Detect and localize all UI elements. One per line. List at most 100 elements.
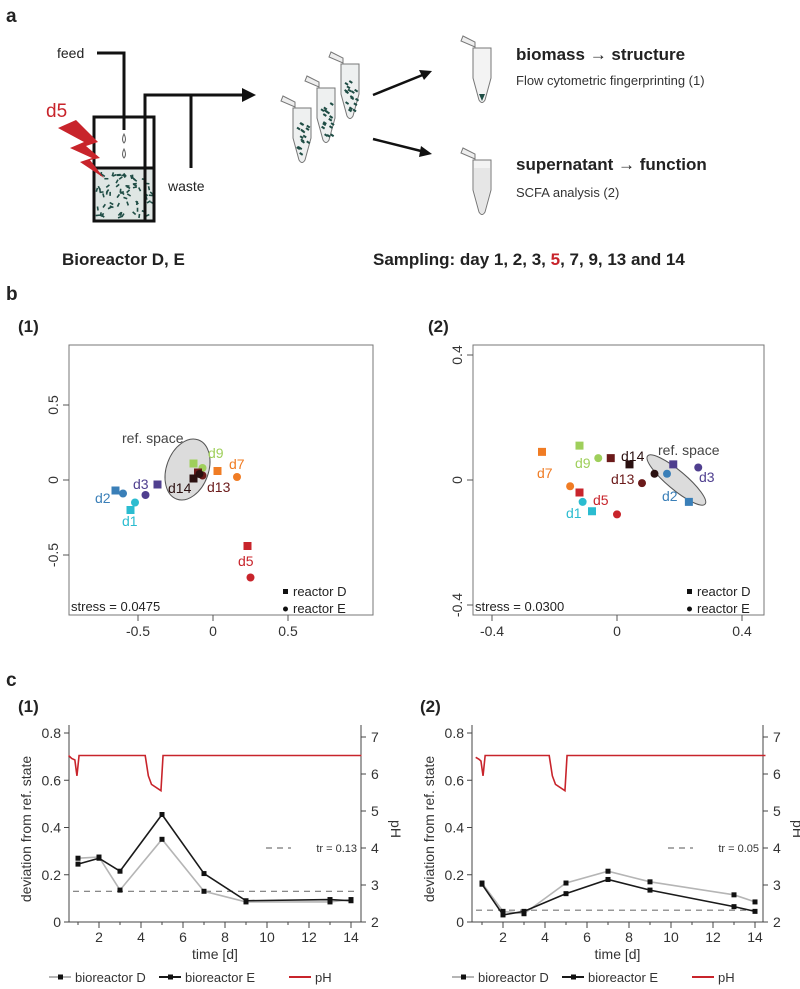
biomass-speck	[118, 176, 123, 180]
biomass-speck	[299, 135, 304, 140]
x-tick-label: -0.5	[126, 623, 150, 639]
biomass-speck	[322, 121, 327, 125]
label-d7: d7	[229, 456, 245, 472]
biomass-speck	[345, 101, 350, 105]
point-d5-reactor-d	[243, 542, 252, 550]
biomass-speck	[116, 193, 121, 199]
reactor-title: Bioreactor D, E	[62, 250, 185, 269]
biomass-speck	[101, 173, 106, 178]
point-d14-reactor-e	[650, 469, 659, 478]
arrow-to-supernatant	[372, 137, 426, 154]
biomass-speck	[146, 200, 151, 204]
data-point-d	[75, 855, 81, 861]
series-line-d	[481, 870, 756, 915]
y2-tick-label: 6	[371, 766, 379, 782]
supernatant	[474, 168, 490, 214]
label-d3: d3	[133, 476, 149, 492]
data-point-e	[521, 908, 527, 914]
biomass-speck	[96, 206, 99, 211]
y2-tick-label: 3	[371, 877, 379, 893]
point-d3-reactor-d	[153, 480, 162, 489]
x-tick-label: 6	[179, 929, 187, 945]
data-point-d	[563, 880, 569, 886]
biomass-speck	[348, 80, 353, 84]
biomass-speck	[119, 211, 123, 217]
legend-label: pH	[315, 970, 332, 985]
biomass-speck	[353, 102, 358, 107]
biomass-speck	[354, 88, 359, 93]
biomass-speck	[347, 88, 352, 93]
legend-label: reactor E	[293, 601, 346, 616]
ph-line	[68, 754, 362, 793]
data-point-d	[605, 868, 611, 874]
point-d1-reactor-e	[578, 497, 587, 506]
panel-a: a feed waste d5 Bioreactor D, E biomass …	[6, 6, 707, 269]
biomass-speck	[346, 85, 351, 90]
data-point-d	[117, 887, 123, 893]
sampling-suffix: , 7, 9, 13 and 14	[560, 250, 685, 269]
point-d1-reactor-d	[588, 507, 596, 516]
biomass-speck	[138, 213, 141, 219]
biomass-speck	[354, 97, 360, 102]
ph-line	[475, 754, 766, 793]
biomass-speck	[109, 205, 114, 209]
biomass-speck	[132, 211, 137, 216]
y-axis-title: deviation from ref. state	[18, 756, 34, 903]
data-point-e	[159, 812, 165, 818]
biomass-speck	[112, 173, 117, 177]
biomass-speck	[320, 108, 325, 112]
point-d1-reactor-e	[131, 498, 139, 507]
label-d5: d5	[238, 553, 254, 569]
series-line-d	[77, 838, 352, 903]
y2-tick-label: 4	[371, 840, 379, 856]
biomass-speck	[349, 95, 354, 99]
biomass-speck	[138, 187, 142, 192]
biomass-speck	[321, 125, 326, 130]
label-d13: d13	[611, 471, 635, 487]
biomass-speck	[299, 152, 304, 156]
biomass-speck	[122, 173, 126, 178]
lightning-bolt-icon	[58, 120, 104, 178]
sampling-highlight-day: 5	[551, 250, 560, 269]
point-d5-reactor-e	[613, 510, 621, 519]
y-tick-label: 0	[456, 914, 464, 930]
y-tick-label: 0.4	[449, 345, 465, 365]
biomass-speck	[117, 215, 123, 219]
biomass-speck	[300, 128, 305, 133]
y2-tick-label: 5	[773, 803, 781, 819]
point-d3-reactor-e	[141, 491, 150, 499]
biomass-speck	[107, 206, 112, 210]
legend-circle-icon	[283, 606, 288, 612]
biomass-speck	[99, 212, 103, 217]
sampling-prefix: Sampling: day 1, 2, 3,	[373, 250, 551, 269]
y2-tick-label: 7	[371, 729, 379, 745]
biomass-speck	[116, 202, 120, 207]
x-tick-label: 0.5	[278, 623, 298, 639]
data-point-e	[731, 904, 737, 910]
x-tick-label: 8	[221, 929, 229, 945]
point-d3-reactor-e	[694, 463, 703, 472]
x-tick-label: 10	[663, 929, 679, 945]
point-d7-reactor-e	[233, 473, 241, 481]
point-d5-reactor-e	[246, 573, 255, 582]
point-d13-reactor-e	[638, 479, 646, 488]
point-d7-reactor-d	[213, 467, 222, 475]
y-tick-label: 0.4	[42, 820, 62, 836]
biomass-speck	[323, 109, 328, 113]
point-d3-reactor-d	[669, 460, 678, 469]
data-point-e	[605, 876, 611, 882]
biomass-speck	[102, 203, 106, 208]
tube-body	[472, 47, 492, 103]
biomass-speck	[306, 140, 311, 145]
x-axis-title: time [d]	[595, 946, 641, 962]
label-d9: d9	[208, 445, 224, 461]
point-d5-reactor-d	[575, 488, 584, 497]
stress-value: stress = 0.0475	[71, 599, 160, 614]
biomass-speck	[105, 189, 110, 194]
microtube-icon	[460, 35, 492, 103]
biomass-speck	[100, 212, 105, 218]
y-tick-label: 0.5	[45, 395, 61, 415]
x-tick-label: 0	[209, 623, 217, 639]
biomass-speck	[123, 196, 128, 200]
biomass-speck	[302, 134, 307, 139]
